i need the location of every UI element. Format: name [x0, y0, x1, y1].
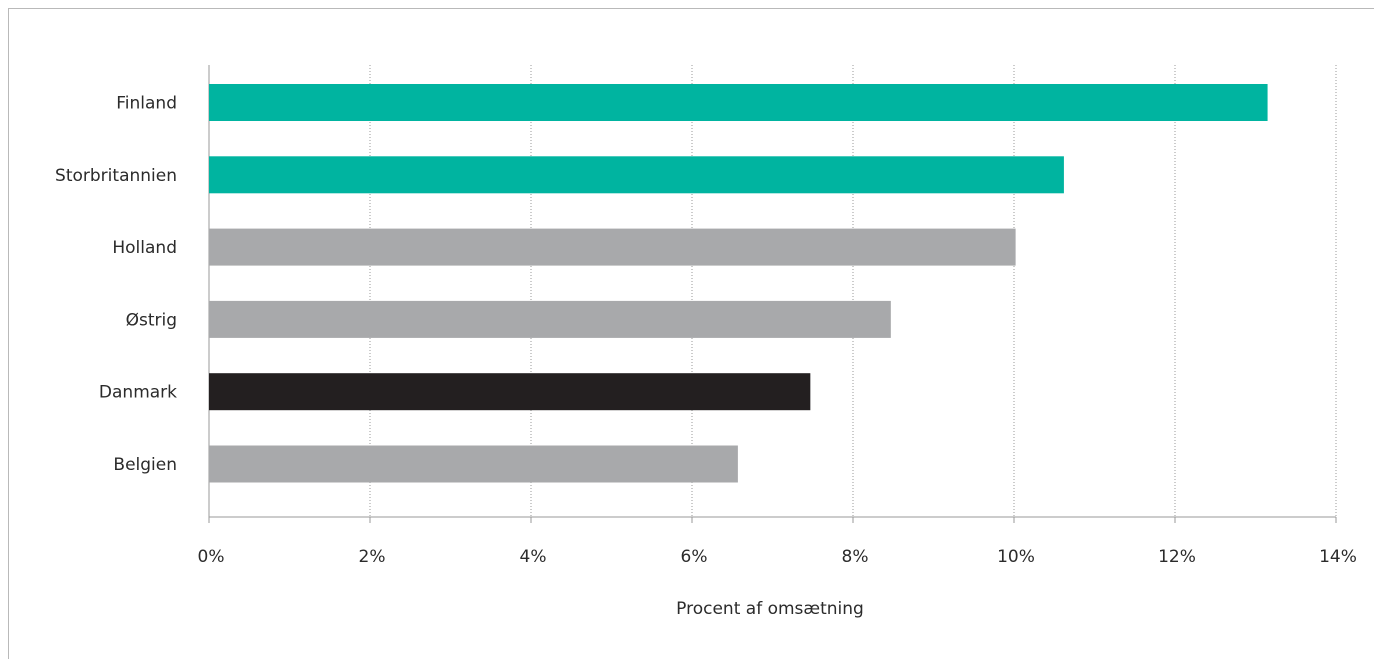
x-tick-label: 2%: [359, 547, 386, 567]
bar-østrig: [209, 300, 891, 338]
x-tick-label: 6%: [681, 547, 708, 567]
bars: [209, 84, 1268, 483]
category-label: Finland: [116, 94, 177, 114]
x-axis-title: Procent af omsætning: [676, 599, 864, 619]
category-label: Storbritannien: [55, 166, 177, 186]
bar-danmark: [209, 373, 811, 411]
x-tick-label: 8%: [842, 547, 869, 567]
category-label: Danmark: [99, 383, 177, 403]
x-tick-label: 10%: [997, 547, 1035, 567]
x-tick-label: 0%: [198, 547, 225, 567]
x-tick-label: 4%: [520, 547, 547, 567]
x-axis: [209, 516, 1337, 523]
bar-holland: [209, 228, 1016, 266]
chart-frame: [8, 8, 1374, 659]
category-labels: Finland Storbritannien Holland Østrig Danmar…: [55, 94, 177, 476]
category-label: Holland: [112, 238, 177, 258]
category-label: Belgien: [113, 455, 177, 475]
bar-storbritannien: [209, 156, 1064, 194]
bar-finland: [209, 84, 1268, 121]
x-tick-label: 12%: [1158, 547, 1196, 567]
x-tick-label: 14%: [1319, 547, 1357, 567]
gridlines: [208, 65, 1337, 523]
x-tick-labels: 0% 2% 4% 6% 8% 10% 12% 14%: [198, 547, 1357, 567]
bar-belgien: [209, 445, 738, 483]
category-label: Østrig: [126, 310, 177, 330]
